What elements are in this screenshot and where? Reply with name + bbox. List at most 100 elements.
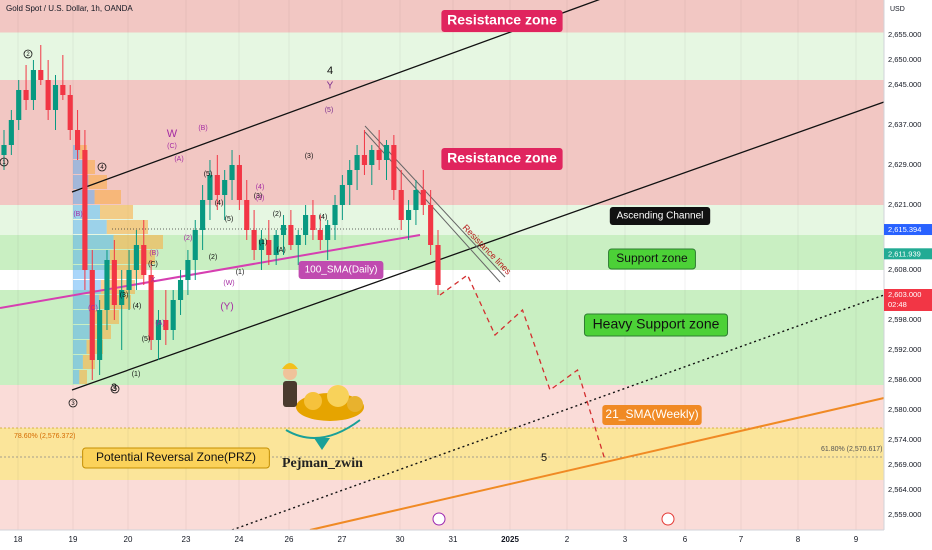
candle-body [376, 150, 382, 160]
wave-label: (5) [325, 107, 334, 114]
label-resistance-zone-mid-bg [441, 148, 563, 170]
price-axis-bg [884, 0, 932, 550]
volume-bar-sell [113, 235, 163, 249]
candle-body [339, 185, 345, 205]
wave-label: (1) [236, 269, 245, 276]
price-tick-label: 2,655.000 [888, 30, 921, 39]
price-tick-label: 2,580.000 [888, 405, 921, 414]
time-tick-label: 19 [69, 535, 78, 544]
candle-body [23, 90, 29, 100]
sma-21-weekly-line [309, 397, 885, 531]
label-sma-daily-bg [298, 261, 384, 279]
currency-text: USD [890, 6, 905, 13]
candle-body [413, 190, 419, 210]
price-tag-label: 2,611.939 [888, 249, 921, 258]
symbol-title: Gold Spot / U.S. Dollar, 1h, OANDA [6, 4, 133, 13]
label-heavy-support-zone: Heavy Support zone [593, 316, 720, 332]
wave-circle [110, 384, 120, 394]
candle-body [185, 260, 191, 280]
wave-circle-label: 5 [113, 387, 117, 393]
volume-bar-buy [73, 325, 91, 339]
wave-label: (B) [198, 125, 207, 132]
chart-header: Gold Spot / U.S. Dollar, 1h, OANDA [6, 4, 133, 13]
candle-body [97, 310, 103, 360]
wave-label: (2) [273, 211, 282, 218]
candle-body [177, 280, 184, 300]
price-tick-label: 2,569.000 [888, 460, 921, 469]
time-tick-label: 26 [285, 535, 294, 544]
volume-bar-buy [73, 145, 80, 159]
candle-body [325, 225, 331, 240]
wave-label: (4) [319, 214, 328, 221]
flag-icon [661, 512, 675, 526]
candle-body [273, 235, 279, 255]
label-resistance-zone-top-bg [441, 10, 563, 32]
label-prz-bg [82, 447, 270, 469]
price-tag-countdown: 02:48 [888, 300, 907, 309]
price-tick-label: 2,650.000 [888, 55, 921, 64]
label-resistance-zone-mid: Resistance zone [447, 150, 557, 166]
zone-band [0, 80, 884, 205]
candle-body [111, 260, 117, 305]
volume-bar-buy [73, 220, 107, 234]
candle-body [369, 150, 375, 165]
price-tick-label: 2,586.000 [888, 375, 921, 384]
candle-body [1, 145, 7, 155]
label-sma-weekly: 21_SMA(Weekly) [605, 407, 698, 421]
price-axis[interactable]: 2,655.000 2,650.000 2,645.000 2,637.000 2,62… [883, 0, 932, 550]
volume-bar-sell [106, 220, 148, 234]
wave-circle-label: 3 [71, 401, 75, 407]
volume-bar-sell [94, 190, 121, 204]
candle-body [236, 165, 242, 200]
time-tick-label: 24 [235, 535, 244, 544]
wave-label: (C) [167, 143, 177, 150]
time-tick-label: 2 [565, 535, 570, 544]
author-name: Pejman_zwin [282, 456, 363, 472]
zone-band [0, 290, 884, 385]
candle-body [74, 130, 81, 150]
flash-icon [432, 512, 446, 526]
helmet-icon [282, 363, 298, 369]
candle-body [266, 240, 272, 255]
candle-body [222, 180, 228, 195]
wave-label: (4) [215, 200, 224, 207]
wave-label: (3) [254, 193, 263, 200]
label-prz: Potential Reversal Zone(PRZ) [96, 450, 256, 464]
wave-circle [68, 398, 78, 408]
candle-body [391, 145, 397, 190]
candle-body [207, 175, 213, 200]
candle-body [82, 150, 88, 270]
price-tick-label: 2,645.000 [888, 80, 921, 89]
time-axis[interactable]: 18 19 20 23 24 26 27 30 31 2025 2 3 6 7 8 9 [0, 529, 932, 550]
time-tick-label: 27 [338, 535, 347, 544]
label-support-zone-bg [608, 248, 696, 270]
candle-body [163, 320, 169, 330]
wave-label: (5) [142, 336, 151, 343]
gold-nugget-icon [327, 385, 349, 407]
label-resistance-zone-top: Resistance zone [447, 12, 557, 28]
candle-body [60, 85, 66, 95]
volume-bar-sell [79, 370, 87, 384]
wave-label: (B) [73, 211, 82, 218]
candle-body [38, 70, 44, 80]
time-tick-label: 9 [854, 535, 859, 544]
label-ascending-channel: Ascending Channel [617, 211, 704, 222]
wave-label: (B) [149, 250, 158, 257]
candle-body [155, 320, 162, 340]
wave-label: (C) [88, 305, 98, 312]
candle-body [141, 245, 147, 275]
wave-label: (3) [256, 195, 265, 202]
wave-label: Y [327, 81, 334, 92]
time-tick-label: 31 [449, 535, 458, 544]
candle-body [67, 95, 73, 130]
miner-head [283, 366, 297, 380]
candle-body [406, 210, 412, 220]
price-tick-label: 2,574.000 [888, 435, 921, 444]
volume-bar-buy [73, 235, 114, 249]
volume-bar-buy [73, 265, 105, 279]
wave-label: 4 [327, 65, 333, 77]
price-tick-label: 2,564.000 [888, 485, 921, 494]
channel-extension-dotted [231, 294, 885, 531]
candle-body [133, 245, 139, 270]
volume-bar-sell [100, 205, 133, 219]
